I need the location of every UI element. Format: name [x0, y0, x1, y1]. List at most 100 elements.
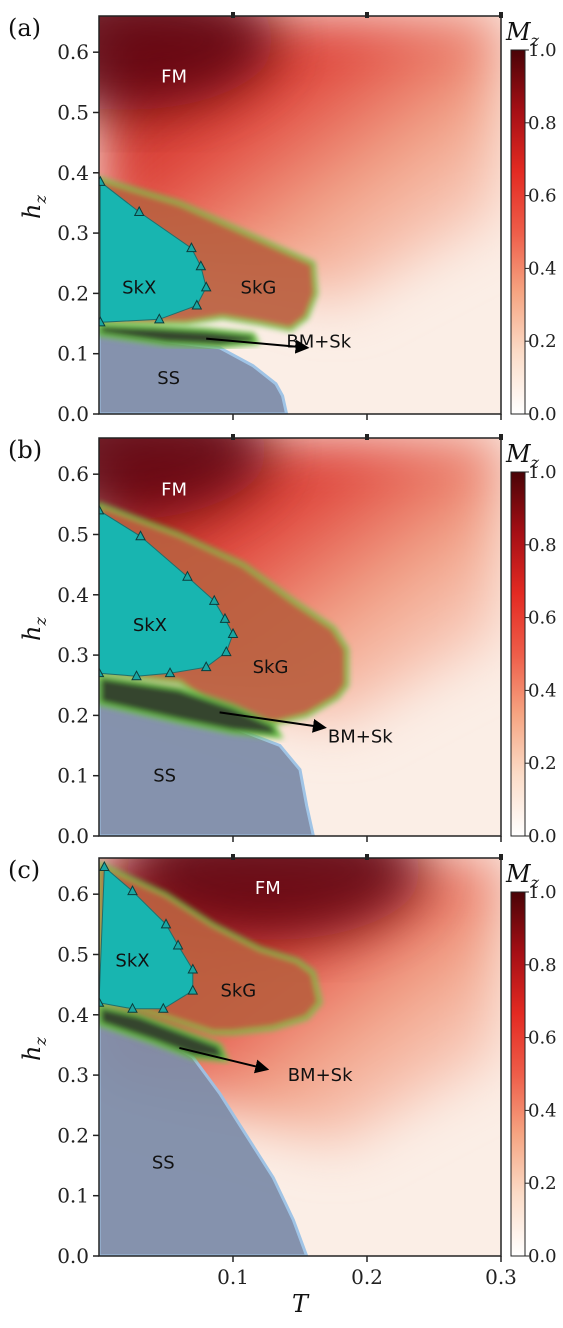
- region-label-ss: SS: [153, 766, 176, 787]
- y-tick-label: 0.1: [57, 764, 89, 788]
- y-tick-label: 0.0: [57, 1244, 89, 1268]
- colorbar-tick-label: 1.0: [528, 40, 557, 61]
- heatmap-area: [99, 16, 501, 414]
- skx-boundary-marker: [99, 316, 106, 327]
- colorbar-tick-label: 0.4: [528, 680, 557, 701]
- colorbar-tick-label: 1.0: [528, 882, 557, 903]
- colorbar-title: Mz: [505, 860, 540, 892]
- y-tick-label: 0.1: [57, 1184, 89, 1208]
- panel-c: FM SkX SkG SS BM+Sk 0.0 0.1 0.2 0.3 0.4 0.5 0.6 0.1 0…: [8, 854, 557, 1289]
- skx-boundary-marker: [186, 242, 197, 253]
- region-label-fm: FM: [255, 878, 281, 899]
- y-tick-label: 0.0: [57, 402, 89, 426]
- skx-boundary-marker: [99, 504, 105, 515]
- fm-peak-region: [99, 438, 270, 521]
- skx-boundary-marker: [153, 313, 165, 324]
- y-tick-label: 0.3: [57, 221, 89, 245]
- region-label-bm-sk: BM+Sk: [288, 1065, 353, 1086]
- fm-peak-region: [99, 16, 276, 111]
- region-label-ss: SS: [157, 368, 180, 389]
- y-tick-label: 0.4: [57, 1003, 89, 1027]
- region-label-bm-sk: BM+Sk: [286, 332, 351, 353]
- skx-boundary-marker: [187, 984, 199, 995]
- plot-frame: [98, 437, 502, 837]
- y-tick-label: 0.6: [57, 40, 89, 64]
- skx-boundary-marker: [99, 667, 105, 678]
- skx-region: [99, 509, 234, 677]
- y-tick-label: 0.1: [57, 342, 89, 366]
- skx-boundary-marker: [133, 205, 145, 216]
- y-tick-label: 0.4: [57, 583, 89, 607]
- y-tick-label: 0.2: [57, 1123, 89, 1147]
- panel-letter: (b): [8, 436, 42, 464]
- skx-region: [99, 865, 194, 1010]
- skx-boundary-marker: [99, 996, 105, 1007]
- x-tick-label: 0.2: [351, 1265, 383, 1289]
- skx-boundary-marker: [200, 661, 212, 672]
- panel-letter: (c): [8, 856, 40, 884]
- skx-boundary-marker: [200, 281, 212, 292]
- colorbar: [510, 891, 526, 1257]
- y-axis-title: hz: [18, 194, 50, 218]
- colorbar-title: Mz: [505, 18, 540, 50]
- y-tick-label: 0.5: [57, 100, 89, 124]
- skx-boundary-marker: [157, 1002, 169, 1013]
- skx-boundary-marker: [172, 939, 184, 950]
- heatmap-area: [99, 858, 501, 1256]
- region-label-skg: SkG: [253, 657, 289, 678]
- colorbar-tick-label: 0.4: [528, 1100, 557, 1121]
- bm-sk-arrow: [206, 337, 310, 354]
- colorbar-tick-label: 0.0: [528, 826, 557, 847]
- skx-boundary-marker: [131, 670, 142, 681]
- skx-boundary-marker: [195, 260, 207, 271]
- colorbar-tick-label: 0.0: [528, 1246, 557, 1267]
- region-label-ss: SS: [152, 1153, 175, 1174]
- y-tick-label: 0.3: [57, 1063, 89, 1087]
- y-tick-label: 0.5: [57, 522, 89, 546]
- skx-boundary-marker: [164, 667, 176, 678]
- region-label-skg: SkG: [220, 981, 256, 1002]
- bm-sk-arrow: [179, 1046, 270, 1074]
- region-label-fm: FM: [161, 479, 187, 500]
- skx-boundary-marker: [182, 570, 193, 581]
- colorbar-title: Mz: [505, 440, 540, 472]
- y-tick-label: 0.5: [57, 942, 89, 966]
- y-tick-label: 0.2: [57, 703, 89, 727]
- x-tick-label: 0.3: [485, 1265, 517, 1289]
- skx-boundary-marker: [187, 963, 199, 974]
- skx-boundary-marker: [127, 885, 138, 896]
- panel-a: FM SkX SkG SS BM+Sk 0.0 0.1 0.2 0.3 0.4 0.5 0.6 hz (a…: [8, 12, 557, 426]
- colorbar-tick-label: 0.6: [528, 186, 557, 207]
- colorbar: [510, 471, 526, 837]
- skx-boundary-marker: [227, 627, 239, 638]
- plot-frame: [98, 857, 502, 1257]
- skx-boundary-marker: [99, 175, 106, 186]
- y-axis-title: hz: [18, 1036, 50, 1060]
- region-label-skg: SkG: [241, 277, 277, 298]
- colorbar-tick-label: 0.8: [528, 535, 557, 556]
- plot-frame: [98, 15, 502, 415]
- skx-boundary-marker: [220, 646, 232, 657]
- panel-b: FM SkX SkG SS BM+Sk 0.0 0.1 0.2 0.3 0.4 0.5 0.6 hz (b…: [8, 434, 557, 848]
- colorbar-tick-label: 0.6: [528, 608, 557, 629]
- colorbar-tick-label: 1.0: [528, 462, 557, 483]
- colorbar-tick-label: 0.2: [528, 331, 557, 352]
- colorbar-tick-label: 0.2: [528, 1173, 557, 1194]
- panel-letter: (a): [8, 14, 41, 42]
- y-tick-label: 0.3: [57, 643, 89, 667]
- colorbar: [510, 49, 526, 415]
- x-tick-label: 0.1: [217, 1265, 249, 1289]
- skx-boundary-marker: [208, 594, 220, 605]
- skx-boundary-marker: [127, 1002, 138, 1013]
- colorbar-tick-label: 0.2: [528, 753, 557, 774]
- y-tick-label: 0.6: [57, 882, 89, 906]
- y-tick-label: 0.6: [57, 462, 89, 486]
- y-axis-title: hz: [18, 616, 50, 640]
- colorbar-tick-label: 0.0: [528, 404, 557, 425]
- colorbar-tick-label: 0.8: [528, 113, 557, 134]
- heatmap-area: [99, 438, 501, 836]
- region-label-fm: FM: [161, 66, 187, 87]
- bm-sk-arrow: [219, 711, 327, 733]
- y-tick-label: 0.2: [57, 281, 89, 305]
